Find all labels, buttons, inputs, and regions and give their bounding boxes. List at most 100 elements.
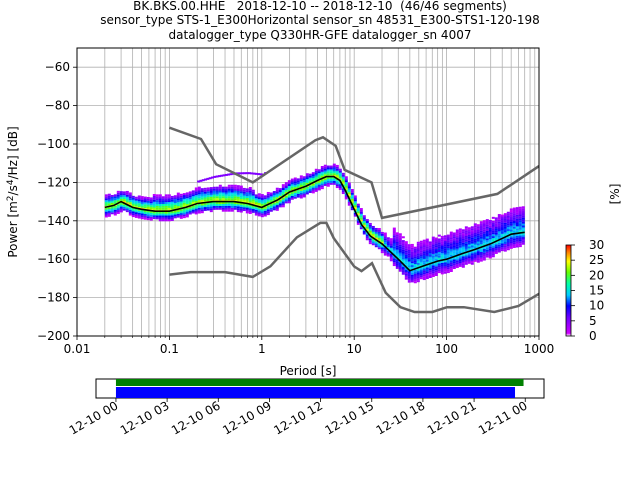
heatmap-cell <box>440 251 444 254</box>
heatmap-cell <box>356 219 360 222</box>
heatmap-cell <box>272 194 276 197</box>
heatmap-cell <box>512 209 516 212</box>
heatmap-cell <box>236 194 240 197</box>
heatmap-cell <box>491 226 495 229</box>
heatmap-cell <box>299 181 303 184</box>
heatmap-cell <box>431 271 435 274</box>
heatmap-cell <box>161 215 165 218</box>
heatmap-cell <box>368 242 372 245</box>
heatmap-cell <box>422 239 426 242</box>
heatmap-cell <box>200 195 204 198</box>
heatmap-cell <box>110 196 114 199</box>
heatmap-cell <box>521 242 525 245</box>
heatmap-cell <box>161 207 165 210</box>
heatmap-cell <box>371 231 375 234</box>
heatmap-cell <box>488 254 492 257</box>
heatmap-cell <box>131 209 135 212</box>
heatmap-cell <box>137 201 141 204</box>
heatmap-cell <box>455 242 459 245</box>
heatmap-cell <box>158 213 162 216</box>
heatmap-cell <box>128 202 132 205</box>
heatmap-cell <box>125 194 129 197</box>
heatmap-cell <box>431 274 435 277</box>
heatmap-cell <box>482 254 486 257</box>
heatmap-cell <box>404 245 408 248</box>
heatmap-cell <box>107 210 111 213</box>
heatmap-cell <box>218 186 222 189</box>
heatmap-cell <box>464 239 468 242</box>
heatmap-cell <box>218 198 222 201</box>
heatmap-cell <box>443 239 447 242</box>
heatmap-cell <box>218 203 222 206</box>
heatmap-cell <box>506 232 510 235</box>
heatmap-cell <box>461 248 465 251</box>
heatmap-cell <box>482 256 486 259</box>
heatmap-cell <box>458 230 462 233</box>
heatmap-cell <box>461 229 465 232</box>
heatmap-cell <box>389 249 393 252</box>
heatmap-cell <box>314 186 318 189</box>
heatmap-cell <box>221 207 225 210</box>
heatmap-cell <box>488 256 492 259</box>
heatmap-cell <box>335 182 339 185</box>
heatmap-cell <box>413 265 417 268</box>
heatmap-cell <box>440 270 444 273</box>
heatmap-cell <box>125 196 129 199</box>
heatmap-cell <box>422 253 426 256</box>
heatmap-cell <box>503 247 507 250</box>
heatmap-cell <box>461 240 465 243</box>
heatmap-cell <box>458 251 462 254</box>
heatmap-cell <box>431 240 435 243</box>
heatmap-cell <box>314 172 318 175</box>
heatmap-cell <box>416 249 420 252</box>
heatmap-cell <box>392 264 396 267</box>
heatmap-cell <box>263 208 267 211</box>
heatmap-cell <box>518 227 522 230</box>
heatmap-cell <box>275 205 279 208</box>
heatmap-cell <box>455 250 459 253</box>
heatmap-cell <box>203 199 207 202</box>
heatmap-cell <box>119 204 123 207</box>
heatmap-cell <box>485 222 489 225</box>
heatmap-cell <box>434 268 438 271</box>
heatmap-cell <box>125 206 129 209</box>
heatmap-cell <box>302 183 306 186</box>
heatmap-cell <box>458 255 462 258</box>
heatmap-cell <box>167 198 171 201</box>
heatmap-cell <box>515 241 519 244</box>
heatmap-cell <box>497 223 501 226</box>
heatmap-cell <box>215 194 219 197</box>
heatmap-cell <box>224 196 228 199</box>
heatmap-cell <box>299 196 303 199</box>
heatmap-cell <box>416 268 420 271</box>
heatmap-cell <box>146 212 150 215</box>
heatmap-cell <box>230 209 234 212</box>
heatmap-cell <box>443 260 447 263</box>
heatmap-cell <box>437 263 441 266</box>
heatmap-cell <box>134 212 138 215</box>
heatmap-cell <box>161 213 165 216</box>
heatmap-cell <box>242 191 246 194</box>
heatmap-cell <box>308 175 312 178</box>
coverage-tick-label: 12-10 09 <box>220 398 274 437</box>
heatmap-cell <box>323 164 327 167</box>
heatmap-cell <box>425 246 429 249</box>
heatmap-cell <box>242 207 246 210</box>
heatmap-cell <box>407 274 411 277</box>
coverage-bar <box>115 387 516 398</box>
heatmap-cell <box>419 259 423 262</box>
heatmap-cell <box>455 231 459 234</box>
heatmap-cell <box>275 187 279 190</box>
heatmap-cell <box>395 264 399 267</box>
heatmap-cell <box>341 172 345 175</box>
heatmap-cell <box>176 211 180 214</box>
heatmap-cell <box>437 240 441 243</box>
heatmap-cell <box>317 173 321 176</box>
heatmap-cell <box>386 246 390 249</box>
heatmap-cell <box>392 260 396 263</box>
heatmap-cell <box>158 198 162 201</box>
heatmap-cell <box>413 250 417 253</box>
heatmap-cell <box>443 246 447 249</box>
heatmap-cell <box>254 172 258 175</box>
heatmap-cell <box>344 185 348 188</box>
